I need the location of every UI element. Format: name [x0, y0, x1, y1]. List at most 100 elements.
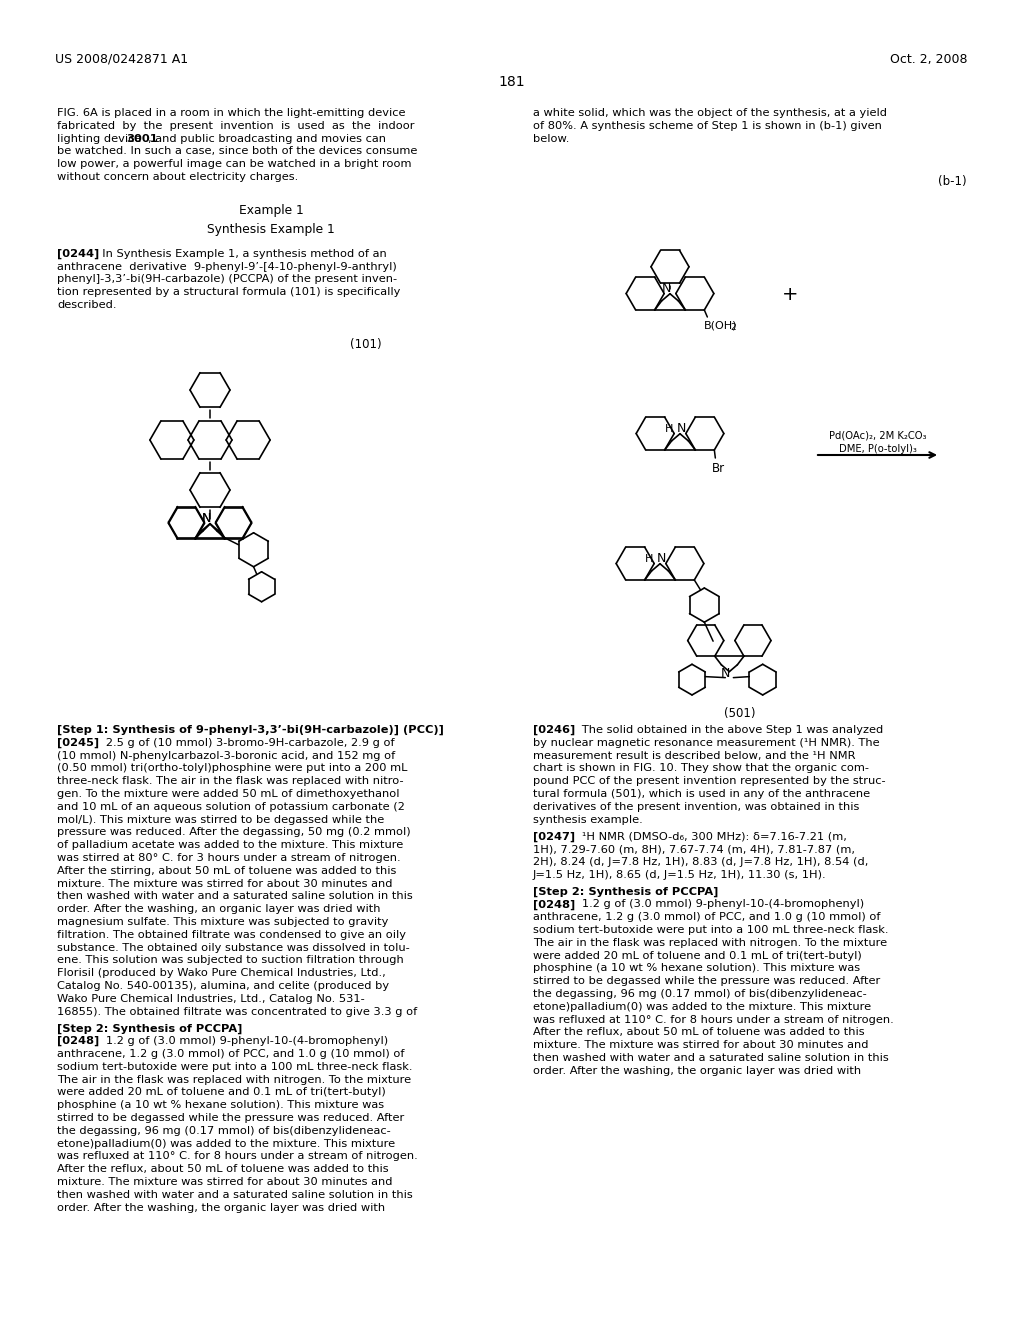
Text: 16855). The obtained filtrate was concentrated to give 3.3 g of: 16855). The obtained filtrate was concen… [57, 1007, 417, 1016]
Text: phosphine (a 10 wt % hexane solution). This mixture was: phosphine (a 10 wt % hexane solution). T… [57, 1100, 384, 1110]
Text: phosphine (a 10 wt % hexane solution). This mixture was: phosphine (a 10 wt % hexane solution). T… [534, 964, 860, 973]
Text: After the stirring, about 50 mL of toluene was added to this: After the stirring, about 50 mL of tolue… [57, 866, 396, 875]
Text: then washed with water and a saturated saline solution in this: then washed with water and a saturated s… [57, 1189, 413, 1200]
Text: (0.50 mmol) tri(ortho-tolyl)phosphine were put into a 200 mL: (0.50 mmol) tri(ortho-tolyl)phosphine we… [57, 763, 408, 774]
Text: [0248]: [0248] [534, 899, 575, 909]
Text: substance. The obtained oily substance was dissolved in tolu-: substance. The obtained oily substance w… [57, 942, 410, 953]
Text: the degassing, 96 mg (0.17 mmol) of bis(dibenzylideneac-: the degassing, 96 mg (0.17 mmol) of bis(… [534, 989, 866, 999]
Text: then washed with water and a saturated saline solution in this: then washed with water and a saturated s… [57, 891, 413, 902]
Text: 181: 181 [499, 75, 525, 88]
Text: derivatives of the present invention, was obtained in this: derivatives of the present invention, wa… [534, 801, 859, 812]
Text: After the reflux, about 50 mL of toluene was added to this: After the reflux, about 50 mL of toluene… [534, 1027, 864, 1038]
Text: were added 20 mL of toluene and 0.1 mL of tri(tert-butyl): were added 20 mL of toluene and 0.1 mL o… [534, 950, 862, 961]
Text: be watched. In such a case, since both of the devices consume: be watched. In such a case, since both o… [57, 147, 418, 156]
Text: [Step 2: Synthesis of PCCPA]: [Step 2: Synthesis of PCCPA] [534, 887, 719, 896]
Text: magnesium sulfate. This mixture was subjected to gravity: magnesium sulfate. This mixture was subj… [57, 917, 388, 927]
Text: [0248]: [0248] [57, 1036, 99, 1047]
Text: +: + [781, 285, 799, 305]
Text: (10 mmol) N-phenylcarbazol-3-boronic acid, and 152 mg of: (10 mmol) N-phenylcarbazol-3-boronic aci… [57, 751, 395, 760]
Text: anthracene, 1.2 g (3.0 mmol) of PCC, and 1.0 g (10 mmol) of: anthracene, 1.2 g (3.0 mmol) of PCC, and… [57, 1049, 404, 1059]
Text: sodium tert-butoxide were put into a 100 mL three-neck flask.: sodium tert-butoxide were put into a 100… [534, 925, 889, 935]
Text: the degassing, 96 mg (0.17 mmol) of bis(dibenzylideneac-: the degassing, 96 mg (0.17 mmol) of bis(… [57, 1126, 391, 1135]
Text: (b-1): (b-1) [938, 176, 967, 187]
Text: chart is shown in FIG. 10. They show that the organic com-: chart is shown in FIG. 10. They show tha… [534, 763, 869, 774]
Text: DME, P(o-tolyl)₃: DME, P(o-tolyl)₃ [839, 444, 916, 454]
Text: In Synthesis Example 1, a synthesis method of an: In Synthesis Example 1, a synthesis meth… [95, 248, 387, 259]
Text: [0247]: [0247] [534, 832, 575, 842]
Text: Florisil (produced by Wako Pure Chemical Industries, Ltd.,: Florisil (produced by Wako Pure Chemical… [57, 968, 386, 978]
Text: N: N [656, 552, 666, 565]
Text: N: N [662, 282, 671, 296]
Text: 1.2 g of (3.0 mmol) 9-phenyl-10-(4-bromophenyl): 1.2 g of (3.0 mmol) 9-phenyl-10-(4-bromo… [571, 899, 864, 909]
Text: 2: 2 [730, 323, 736, 333]
Text: order. After the washing, the organic layer was dried with: order. After the washing, the organic la… [57, 1203, 385, 1213]
Text: Pd(OAc)₂, 2M K₂CO₃: Pd(OAc)₂, 2M K₂CO₃ [828, 432, 927, 441]
Text: [0246]: [0246] [534, 725, 575, 735]
Text: ene. This solution was subjected to suction filtration through: ene. This solution was subjected to suct… [57, 956, 403, 965]
Text: stirred to be degassed while the pressure was reduced. After: stirred to be degassed while the pressur… [57, 1113, 404, 1123]
Text: synthesis example.: synthesis example. [534, 814, 643, 825]
Text: lighting device: lighting device [57, 133, 145, 144]
Text: mixture. The mixture was stirred for about 30 minutes and: mixture. The mixture was stirred for abo… [534, 1040, 868, 1051]
Text: was stirred at 80° C. for 3 hours under a stream of nitrogen.: was stirred at 80° C. for 3 hours under … [57, 853, 400, 863]
Text: 1.2 g of (3.0 mmol) 9-phenyl-10-(4-bromophenyl): 1.2 g of (3.0 mmol) 9-phenyl-10-(4-bromo… [95, 1036, 388, 1047]
Text: N: N [202, 512, 211, 525]
Text: mixture. The mixture was stirred for about 30 minutes and: mixture. The mixture was stirred for abo… [57, 879, 392, 888]
Text: J=1.5 Hz, 1H), 8.65 (d, J=1.5 Hz, 1H), 11.30 (s, 1H).: J=1.5 Hz, 1H), 8.65 (d, J=1.5 Hz, 1H), 1… [534, 870, 826, 880]
Text: Wako Pure Chemical Industries, Ltd., Catalog No. 531-: Wako Pure Chemical Industries, Ltd., Cat… [57, 994, 365, 1003]
Text: sodium tert-butoxide were put into a 100 mL three-neck flask.: sodium tert-butoxide were put into a 100… [57, 1061, 413, 1072]
Text: etone)palladium(0) was added to the mixture. This mixture: etone)palladium(0) was added to the mixt… [534, 1002, 871, 1012]
Text: After the reflux, about 50 mL of toluene was added to this: After the reflux, about 50 mL of toluene… [57, 1164, 389, 1175]
Text: Catalog No. 540-00135), alumina, and celite (produced by: Catalog No. 540-00135), alumina, and cel… [57, 981, 389, 991]
Text: B(OH): B(OH) [705, 319, 738, 330]
Text: N: N [676, 422, 686, 436]
Text: N: N [202, 512, 211, 525]
Text: fabricated  by  the  present  invention  is  used  as  the  indoor: fabricated by the present invention is u… [57, 121, 415, 131]
Text: Example 1: Example 1 [239, 205, 303, 216]
Text: Oct. 2, 2008: Oct. 2, 2008 [891, 53, 968, 66]
Text: tion represented by a structural formula (101) is specifically: tion represented by a structural formula… [57, 288, 400, 297]
Text: without concern about electricity charges.: without concern about electricity charge… [57, 172, 298, 182]
Text: FIG. 6A is placed in a room in which the light-emitting device: FIG. 6A is placed in a room in which the… [57, 108, 406, 117]
Text: US 2008/0242871 A1: US 2008/0242871 A1 [55, 53, 188, 66]
Text: described.: described. [57, 300, 117, 310]
Text: gen. To the mixture were added 50 mL of dimethoxyethanol: gen. To the mixture were added 50 mL of … [57, 789, 399, 799]
Text: (501): (501) [724, 708, 755, 719]
Text: pressure was reduced. After the degassing, 50 mg (0.2 mmol): pressure was reduced. After the degassin… [57, 828, 411, 837]
Text: of palladium acetate was added to the mixture. This mixture: of palladium acetate was added to the mi… [57, 841, 403, 850]
Text: pound PCC of the present invention represented by the struc-: pound PCC of the present invention repre… [534, 776, 886, 787]
Text: mol/L). This mixture was stirred to be degassed while the: mol/L). This mixture was stirred to be d… [57, 814, 384, 825]
Text: 2.5 g of (10 mmol) 3-bromo-9H-carbazole, 2.9 g of: 2.5 g of (10 mmol) 3-bromo-9H-carbazole,… [95, 738, 394, 748]
Text: N: N [721, 667, 730, 680]
Text: (101): (101) [350, 338, 382, 351]
Text: anthracene  derivative  9-phenyl-9’-[4-10-phenyl-9-anthryl): anthracene derivative 9-phenyl-9’-[4-10-… [57, 261, 396, 272]
Text: three-neck flask. The air in the flask was replaced with nitro-: three-neck flask. The air in the flask w… [57, 776, 403, 787]
Text: was refluxed at 110° C. for 8 hours under a stream of nitrogen.: was refluxed at 110° C. for 8 hours unde… [57, 1151, 418, 1162]
Text: etone)palladium(0) was added to the mixture. This mixture: etone)palladium(0) was added to the mixt… [57, 1139, 395, 1148]
Text: H: H [645, 554, 653, 564]
Text: phenyl]-3,3’-bi(9H-carbazole) (PCCPA) of the present inven-: phenyl]-3,3’-bi(9H-carbazole) (PCCPA) of… [57, 275, 397, 284]
Text: H: H [665, 424, 673, 434]
Text: The air in the flask was replaced with nitrogen. To the mixture: The air in the flask was replaced with n… [57, 1074, 411, 1085]
Text: [0245]: [0245] [57, 738, 99, 748]
Text: a white solid, which was the object of the synthesis, at a yield: a white solid, which was the object of t… [534, 108, 887, 117]
Text: ¹H NMR (DMSO-d₆, 300 MHz): δ=7.16-7.21 (m,: ¹H NMR (DMSO-d₆, 300 MHz): δ=7.16-7.21 (… [571, 832, 847, 841]
Text: order. After the washing, an organic layer was dried with: order. After the washing, an organic lay… [57, 904, 381, 915]
Text: measurement result is described below, and the ¹H NMR: measurement result is described below, a… [534, 751, 855, 760]
Text: , and public broadcasting and movies can: , and public broadcasting and movies can [148, 133, 386, 144]
Text: [Step 2: Synthesis of PCCPA]: [Step 2: Synthesis of PCCPA] [57, 1023, 243, 1034]
Text: tural formula (501), which is used in any of the anthracene: tural formula (501), which is used in an… [534, 789, 870, 799]
Text: mixture. The mixture was stirred for about 30 minutes and: mixture. The mixture was stirred for abo… [57, 1177, 392, 1187]
Text: 2H), 8.24 (d, J=7.8 Hz, 1H), 8.83 (d, J=7.8 Hz, 1H), 8.54 (d,: 2H), 8.24 (d, J=7.8 Hz, 1H), 8.83 (d, J=… [534, 857, 868, 867]
Text: were added 20 mL of toluene and 0.1 mL of tri(tert-butyl): were added 20 mL of toluene and 0.1 mL o… [57, 1088, 386, 1097]
Text: 1H), 7.29-7.60 (m, 8H), 7.67-7.74 (m, 4H), 7.81-7.87 (m,: 1H), 7.29-7.60 (m, 8H), 7.67-7.74 (m, 4H… [534, 845, 855, 854]
Text: The air in the flask was replaced with nitrogen. To the mixture: The air in the flask was replaced with n… [534, 937, 887, 948]
Text: Br: Br [713, 462, 725, 475]
Text: by nuclear magnetic resonance measurement (¹H NMR). The: by nuclear magnetic resonance measuremen… [534, 738, 880, 748]
Text: low power, a powerful image can be watched in a bright room: low power, a powerful image can be watch… [57, 160, 412, 169]
Text: below.: below. [534, 133, 569, 144]
Text: 3001: 3001 [126, 133, 158, 144]
Text: of 80%. A synthesis scheme of Step 1 is shown in (b-1) given: of 80%. A synthesis scheme of Step 1 is … [534, 121, 882, 131]
Text: filtration. The obtained filtrate was condensed to give an oily: filtration. The obtained filtrate was co… [57, 929, 406, 940]
Text: and 10 mL of an aqueous solution of potassium carbonate (2: and 10 mL of an aqueous solution of pota… [57, 801, 404, 812]
